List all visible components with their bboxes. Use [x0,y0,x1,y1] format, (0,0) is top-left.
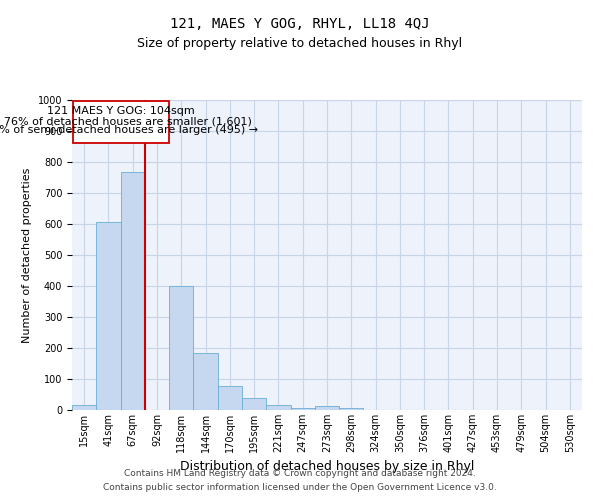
Bar [193,352,218,410]
Bar [121,172,145,410]
FancyBboxPatch shape [73,100,169,143]
Bar [169,286,193,410]
Text: 121 MAES Y GOG: 104sqm: 121 MAES Y GOG: 104sqm [47,106,195,116]
Text: Contains HM Land Registry data © Crown copyright and database right 2024.: Contains HM Land Registry data © Crown c… [124,468,476,477]
Text: Size of property relative to detached houses in Rhyl: Size of property relative to detached ho… [137,38,463,51]
Bar [266,406,290,410]
Bar [290,408,315,410]
Bar [315,406,339,410]
Y-axis label: Number of detached properties: Number of detached properties [22,168,32,342]
Bar [218,386,242,410]
Bar [72,406,96,410]
Text: 24% of semi-detached houses are larger (495) →: 24% of semi-detached houses are larger (… [0,125,258,135]
Text: ← 76% of detached houses are smaller (1,601): ← 76% of detached houses are smaller (1,… [0,116,251,126]
X-axis label: Distribution of detached houses by size in Rhyl: Distribution of detached houses by size … [180,460,474,473]
Bar [96,222,121,410]
Bar [339,408,364,410]
Text: Contains public sector information licensed under the Open Government Licence v3: Contains public sector information licen… [103,484,497,492]
Text: 121, MAES Y GOG, RHYL, LL18 4QJ: 121, MAES Y GOG, RHYL, LL18 4QJ [170,18,430,32]
Bar [242,398,266,410]
